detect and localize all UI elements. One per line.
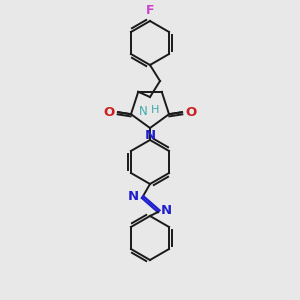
Text: O: O xyxy=(185,106,196,119)
Text: N: N xyxy=(139,105,148,118)
Text: N: N xyxy=(144,129,156,142)
Text: F: F xyxy=(146,4,154,17)
Text: O: O xyxy=(104,106,115,119)
Text: H: H xyxy=(151,105,159,115)
Text: N: N xyxy=(128,190,139,203)
Text: N: N xyxy=(161,205,172,218)
